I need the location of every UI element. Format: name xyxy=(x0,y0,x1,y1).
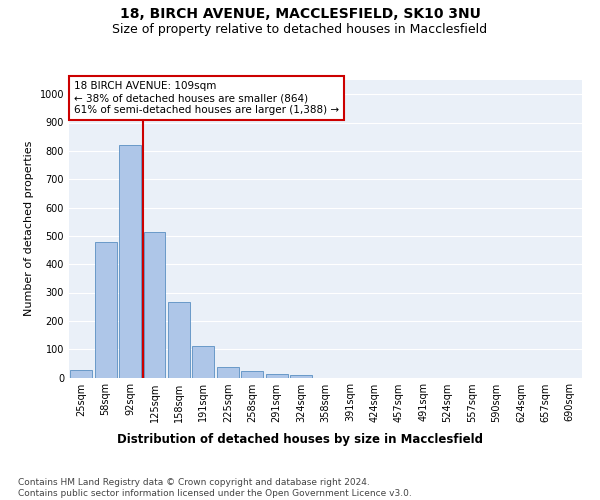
Text: Distribution of detached houses by size in Macclesfield: Distribution of detached houses by size … xyxy=(117,432,483,446)
Bar xyxy=(70,370,92,378)
Bar xyxy=(193,346,214,378)
Y-axis label: Number of detached properties: Number of detached properties xyxy=(24,141,34,316)
Bar xyxy=(217,368,239,378)
Bar xyxy=(95,242,116,378)
Bar xyxy=(119,145,141,378)
Text: Size of property relative to detached houses in Macclesfield: Size of property relative to detached ho… xyxy=(112,22,488,36)
Bar xyxy=(266,374,287,378)
Bar xyxy=(241,372,263,378)
Text: Contains HM Land Registry data © Crown copyright and database right 2024.
Contai: Contains HM Land Registry data © Crown c… xyxy=(18,478,412,498)
Bar xyxy=(168,302,190,378)
Bar xyxy=(290,375,312,378)
Text: 18 BIRCH AVENUE: 109sqm
← 38% of detached houses are smaller (864)
61% of semi-d: 18 BIRCH AVENUE: 109sqm ← 38% of detache… xyxy=(74,82,339,114)
Text: 18, BIRCH AVENUE, MACCLESFIELD, SK10 3NU: 18, BIRCH AVENUE, MACCLESFIELD, SK10 3NU xyxy=(119,8,481,22)
Bar xyxy=(143,232,166,378)
